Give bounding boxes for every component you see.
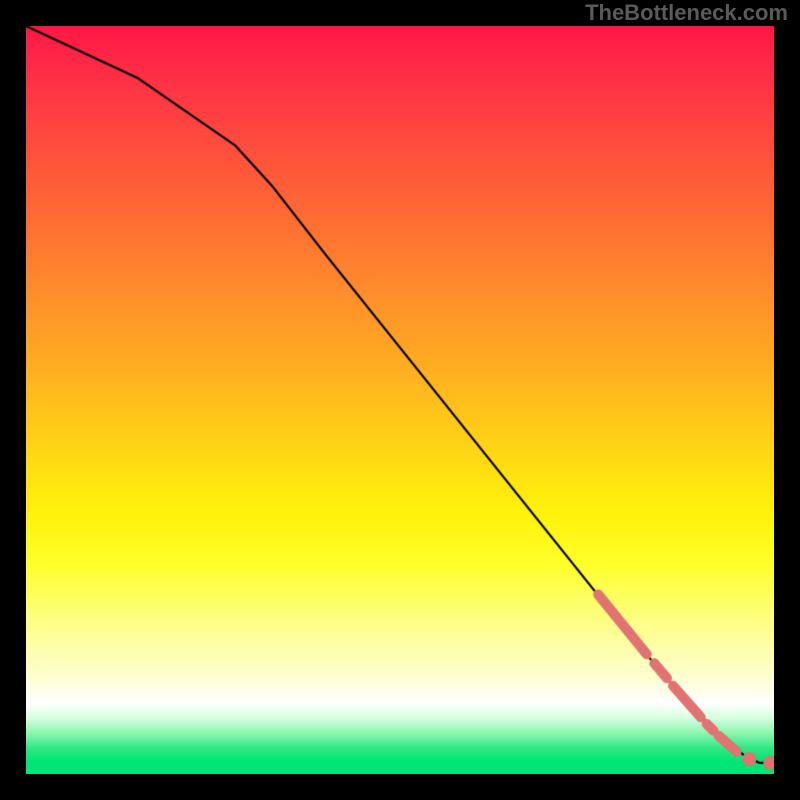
plot-canvas [26,26,774,774]
watermark-text: TheBottleneck.com [585,0,788,26]
plot-area [26,26,774,774]
chart-stage: TheBottleneck.com [0,0,800,800]
